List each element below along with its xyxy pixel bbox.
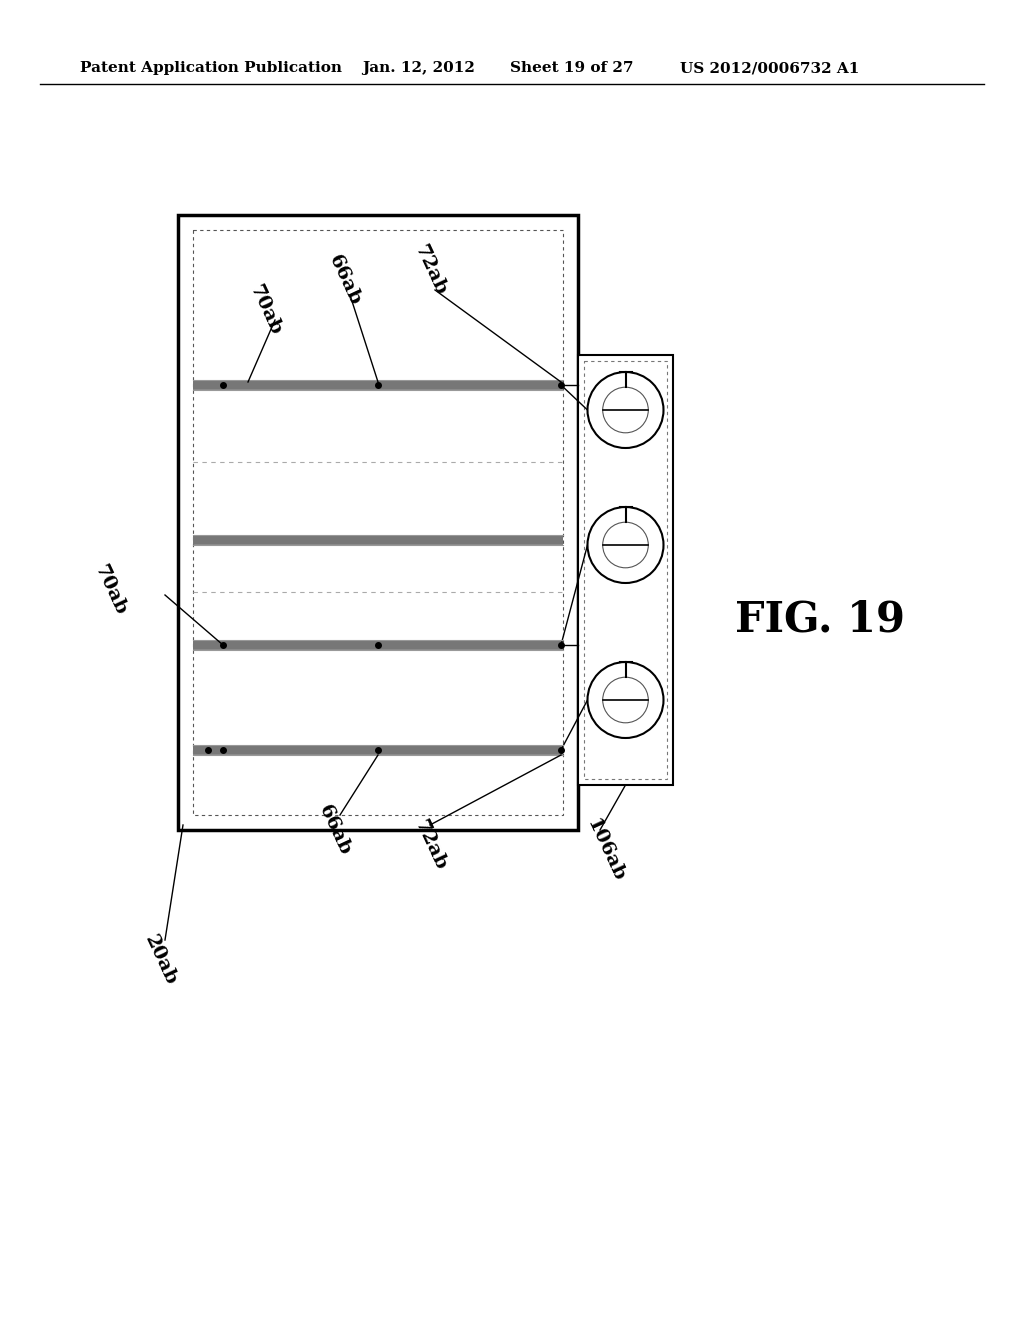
- Bar: [578, 355, 673, 785]
- Bar: [584, 360, 667, 779]
- Text: 72ab: 72ab: [411, 242, 450, 298]
- Text: Jan. 12, 2012: Jan. 12, 2012: [362, 61, 475, 75]
- Circle shape: [588, 663, 664, 738]
- Bar: [178, 215, 578, 830]
- Text: 70ab: 70ab: [246, 282, 285, 338]
- Text: FIG. 19: FIG. 19: [735, 599, 905, 642]
- Text: Patent Application Publication: Patent Application Publication: [80, 61, 342, 75]
- Text: 106ab: 106ab: [583, 816, 628, 884]
- Text: US 2012/0006732 A1: US 2012/0006732 A1: [680, 61, 859, 75]
- Text: 66ab: 66ab: [326, 252, 365, 308]
- Bar: [193, 230, 563, 814]
- Text: 66ab: 66ab: [315, 801, 354, 858]
- Text: 70ab: 70ab: [90, 562, 129, 618]
- Text: 72ab: 72ab: [411, 817, 450, 873]
- Circle shape: [588, 507, 664, 583]
- Text: Sheet 19 of 27: Sheet 19 of 27: [510, 61, 634, 75]
- Circle shape: [588, 372, 664, 447]
- Text: 20ab: 20ab: [140, 932, 179, 987]
